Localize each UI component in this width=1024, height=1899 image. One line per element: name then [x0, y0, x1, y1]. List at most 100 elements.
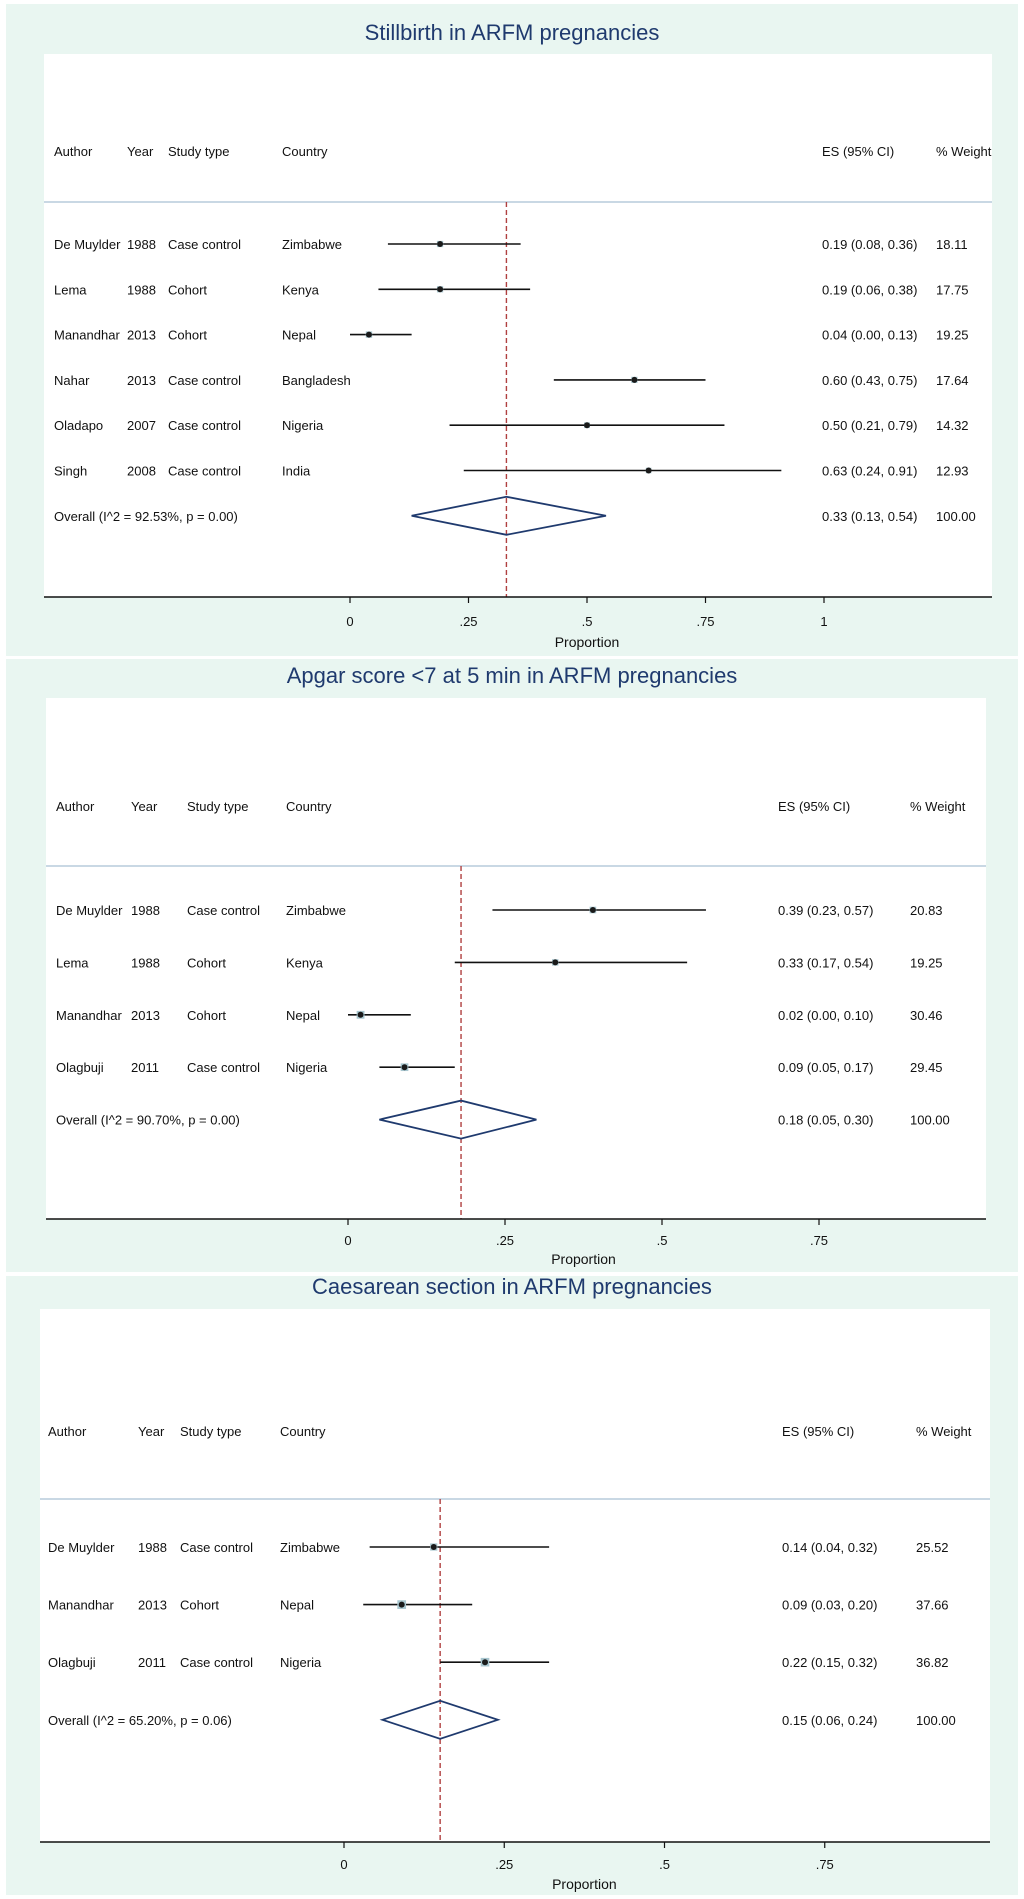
study-type: Case control	[168, 418, 241, 433]
column-header-country: Country	[282, 144, 328, 159]
study-author: Lema	[56, 955, 89, 970]
study-es-ci: 0.63 (0.24, 0.91)	[822, 464, 917, 479]
study-row-2: Lema 1988 Cohort Kenya 0.19 (0.06, 0.38) 17.7…	[54, 282, 969, 297]
study-weight: 20.83	[910, 903, 943, 918]
column-header-author: Author	[54, 144, 93, 159]
overall-weight: 100.00	[916, 1713, 956, 1728]
study-weight: 17.64	[936, 373, 969, 388]
study-type: Cohort	[187, 955, 226, 970]
column-header-es: ES (95% CI)	[782, 1424, 854, 1439]
study-row-6: Singh 2008 Case control India 0.63 (0.24, 0.…	[54, 464, 969, 479]
study-es-ci: 0.22 (0.15, 0.32)	[782, 1655, 877, 1670]
x-axis-label: Proportion	[552, 1876, 617, 1892]
study-es-ci: 0.50 (0.21, 0.79)	[822, 418, 917, 433]
study-type: Cohort	[180, 1598, 219, 1613]
forest-panel-3: Caesarean section in ARFM pregnancies Aut…	[6, 1274, 1018, 1895]
study-year: 2007	[127, 418, 156, 433]
study-year: 2008	[127, 464, 156, 479]
column-header-study: Study type	[168, 144, 229, 159]
study-weight: 17.75	[936, 282, 969, 297]
study-author: De Muylder	[54, 237, 121, 252]
study-type: Cohort	[168, 328, 207, 343]
column-header-country: Country	[280, 1424, 326, 1439]
column-header-study: Study type	[187, 799, 248, 814]
x-tick-label: 0	[340, 1857, 347, 1872]
x-tick-label: 0	[346, 614, 353, 629]
study-author: Lema	[54, 282, 87, 297]
column-header-weight: % Weight	[910, 799, 966, 814]
study-country: Nepal	[280, 1598, 314, 1613]
study-weight: 12.93	[936, 464, 969, 479]
study-row-1: De Muylder 1988 Case control Zimbabwe 0.19 (…	[54, 237, 968, 252]
column-header-author: Author	[48, 1424, 87, 1439]
forest-panel-1: Stillbirth in ARFM pregnancies Author Year…	[6, 4, 1018, 656]
study-row-1: De Muylder 1988 Case control Zimbabwe 0.39 (…	[56, 903, 943, 918]
point-estimate	[645, 467, 652, 474]
x-tick-label: .25	[496, 1233, 514, 1248]
forest-panel-2: Apgar score <7 at 5 min in ARFM pregnanc…	[6, 659, 1018, 1272]
study-row-2: Lema 1988 Cohort Kenya 0.33 (0.17, 0.54) 19.2…	[56, 955, 943, 970]
study-year: 1988	[127, 237, 156, 252]
study-author: Olagbuji	[48, 1655, 96, 1670]
x-tick-label: .25	[459, 614, 477, 629]
overall-diamond	[411, 495, 607, 536]
study-row-3: Manandhar 2013 Cohort Nepal 0.04 (0.00, 0.13…	[54, 328, 969, 343]
overall-label: Overall (I^2 = 90.70%, p = 0.00)	[56, 1113, 240, 1128]
study-country: Nepal	[286, 1008, 320, 1023]
study-es-ci: 0.04 (0.00, 0.13)	[822, 328, 917, 343]
study-weight: 29.45	[910, 1060, 943, 1075]
x-tick-label: 0	[344, 1233, 351, 1248]
column-header-year: Year	[131, 799, 158, 814]
overall-diamond	[379, 1099, 537, 1140]
study-type: Case control	[168, 373, 241, 388]
study-author: Singh	[54, 464, 87, 479]
study-row-1: De Muylder 1988 Case control Zimbabwe 0.14 (…	[48, 1540, 949, 1555]
chart-title: Apgar score <7 at 5 min in ARFM pregnanc…	[287, 663, 738, 688]
x-tick-label: .75	[810, 1233, 828, 1248]
study-year: 2013	[127, 328, 156, 343]
study-weight: 14.32	[936, 418, 969, 433]
point-estimate	[552, 959, 559, 966]
study-weight: 37.66	[916, 1598, 949, 1613]
overall-weight: 100.00	[910, 1113, 950, 1128]
overall-es-ci: 0.15 (0.06, 0.24)	[782, 1713, 877, 1728]
study-year: 2013	[127, 373, 156, 388]
study-es-ci: 0.19 (0.08, 0.36)	[822, 237, 917, 252]
plot-area	[46, 698, 986, 1219]
study-type: Case control	[180, 1540, 253, 1555]
study-row-3: Olagbuji 2011 Case control Nigeria 0.22 (0.1…	[48, 1655, 949, 1670]
x-tick-label: .75	[696, 614, 714, 629]
study-es-ci: 0.02 (0.00, 0.10)	[778, 1008, 873, 1023]
study-author: Manandhar	[54, 328, 120, 343]
x-tick-label: .5	[657, 1233, 668, 1248]
column-header-author: Author	[56, 799, 95, 814]
study-weight: 30.46	[910, 1008, 943, 1023]
study-weight: 25.52	[916, 1540, 949, 1555]
column-header-es: ES (95% CI)	[822, 144, 894, 159]
study-row-5: Oladapo 2007 Case control Nigeria 0.50 (0.21…	[54, 418, 969, 433]
study-year: 2013	[138, 1598, 167, 1613]
study-year: 1988	[131, 903, 160, 918]
x-axis-label: Proportion	[555, 634, 620, 650]
study-year: 1988	[138, 1540, 167, 1555]
x-tick-label: .75	[816, 1857, 834, 1872]
point-estimate	[430, 1544, 437, 1550]
study-weight: 19.25	[936, 328, 969, 343]
study-es-ci: 0.09 (0.03, 0.20)	[782, 1598, 877, 1613]
study-country: Zimbabwe	[282, 237, 342, 252]
plot-area	[40, 1309, 990, 1842]
study-row-4: Olagbuji 2011 Case control Nigeria 0.09 (0.0…	[56, 1060, 943, 1075]
point-estimate	[365, 331, 372, 338]
plot-area	[44, 54, 992, 597]
study-author: Oladapo	[54, 418, 103, 433]
x-tick-label: 1	[820, 614, 827, 629]
study-year: 2011	[138, 1655, 166, 1670]
chart-title: Caesarean section in ARFM pregnancies	[312, 1274, 712, 1299]
study-country: India	[282, 464, 311, 479]
study-es-ci: 0.33 (0.17, 0.54)	[778, 955, 873, 970]
column-header-weight: % Weight	[916, 1424, 972, 1439]
study-country: Nigeria	[286, 1060, 328, 1075]
study-es-ci: 0.09 (0.05, 0.17)	[778, 1060, 873, 1075]
column-header-year: Year	[127, 144, 154, 159]
